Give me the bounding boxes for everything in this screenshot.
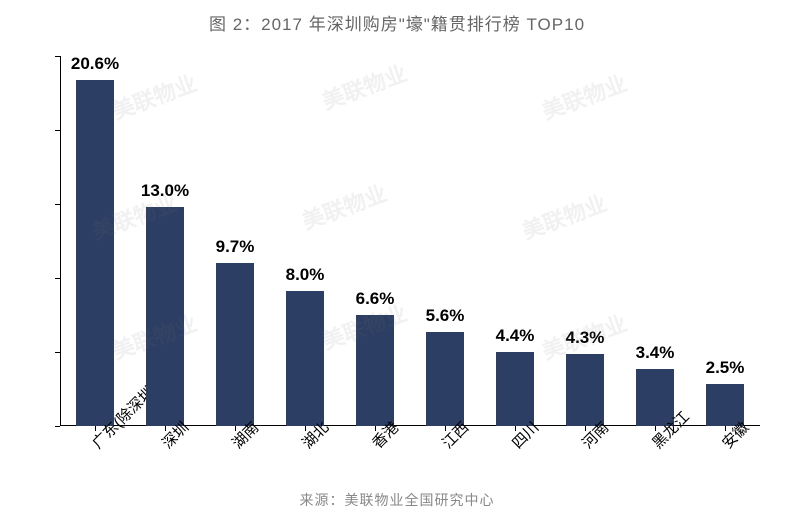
- bar-slot: 3.4%黑龙江: [620, 56, 690, 426]
- bar-slot: 6.6%香港: [340, 56, 410, 426]
- bar: [146, 207, 184, 426]
- bar: [356, 315, 394, 426]
- bar-slot: 4.4%四川: [480, 56, 550, 426]
- bar-slot: 2.5%安徽: [690, 56, 760, 426]
- bar-value-label: 9.7%: [216, 237, 255, 257]
- x-tick: [515, 426, 516, 431]
- chart-title: 图 2：2017 年深圳购房"壕"籍贯排行榜 TOP10: [0, 10, 794, 35]
- bar-value-label: 5.6%: [426, 306, 465, 326]
- bar-value-label: 2.5%: [706, 358, 745, 378]
- bar-slot: 20.6%广东(除深圳): [60, 56, 130, 426]
- bar-value-label: 8.0%: [286, 265, 325, 285]
- bar-slot: 9.7%湖南: [200, 56, 270, 426]
- bar-value-label: 6.6%: [356, 289, 395, 309]
- bar: [426, 332, 464, 426]
- x-tick: [725, 426, 726, 431]
- bar-value-label: 3.4%: [636, 343, 675, 363]
- x-tick: [585, 426, 586, 431]
- bar-value-label: 20.6%: [71, 54, 119, 74]
- bar-slot: 4.3%河南: [550, 56, 620, 426]
- bar: [566, 354, 604, 426]
- x-tick: [235, 426, 236, 431]
- x-tick: [655, 426, 656, 431]
- bar-value-label: 4.4%: [496, 326, 535, 346]
- bar-slot: 8.0%湖北: [270, 56, 340, 426]
- chart-source: 来源：美联物业全国研究中心: [0, 490, 794, 510]
- chart-plot-area: 20.6%广东(除深圳)13.0%深圳9.7%湖南8.0%湖北6.6%香港5.6…: [60, 56, 760, 426]
- bar: [216, 263, 254, 426]
- x-tick: [445, 426, 446, 431]
- bar-value-label: 13.0%: [141, 181, 189, 201]
- bar: [76, 80, 114, 426]
- x-tick: [375, 426, 376, 431]
- x-tick: [305, 426, 306, 431]
- bar-slot: 13.0%深圳: [130, 56, 200, 426]
- bar-slot: 5.6%江西: [410, 56, 480, 426]
- x-tick: [95, 426, 96, 431]
- y-tick: [55, 426, 60, 427]
- bar-value-label: 4.3%: [566, 328, 605, 348]
- x-tick: [165, 426, 166, 431]
- bar: [286, 291, 324, 426]
- bar: [496, 352, 534, 426]
